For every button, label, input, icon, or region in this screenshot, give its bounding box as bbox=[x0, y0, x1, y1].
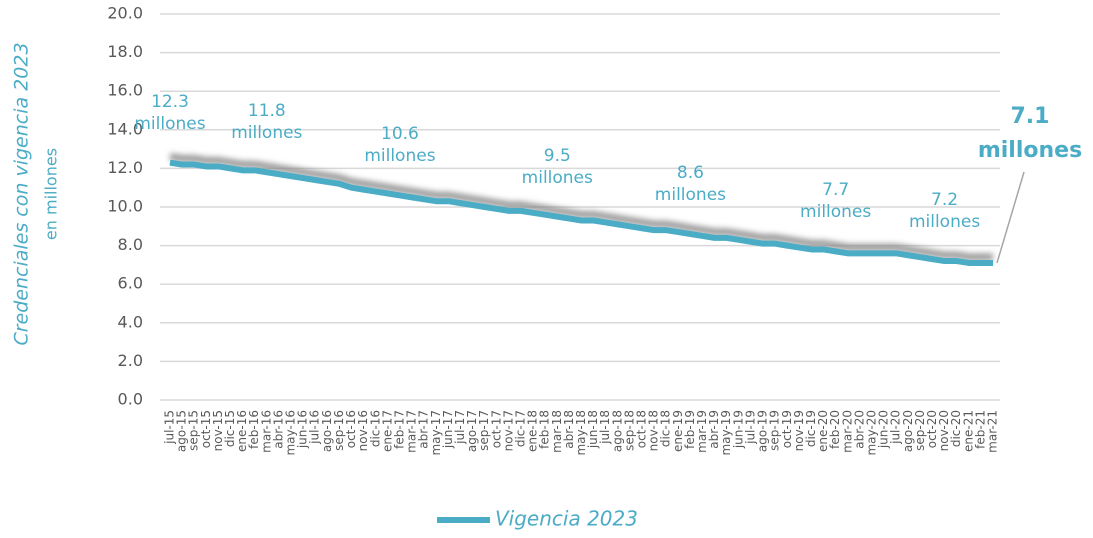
data-label: 7.2 millones bbox=[908, 190, 981, 233]
x-tick-label: dic-18 bbox=[659, 410, 673, 447]
x-tick-label: feb-17 bbox=[392, 410, 406, 449]
x-tick-label: sep-17 bbox=[477, 410, 491, 451]
x-tick-label: dic-16 bbox=[368, 410, 382, 447]
y-tick-label: 8.0 bbox=[118, 235, 143, 254]
x-tick-label: oct-19 bbox=[780, 410, 794, 448]
x-tick-label: ene-20 bbox=[816, 410, 830, 452]
x-tick-label: nov-17 bbox=[501, 410, 515, 451]
x-tick-label: may-16 bbox=[284, 410, 298, 456]
data-label: 7.1 millones bbox=[977, 104, 1083, 163]
x-tick-label: may-19 bbox=[719, 410, 733, 456]
x-tick-label: mar-16 bbox=[259, 410, 273, 453]
y-axis-title: Credenciales con vigencia 2023 bbox=[11, 42, 33, 345]
x-tick-label: ago-17 bbox=[465, 410, 479, 452]
y-tick-label: 18.0 bbox=[107, 42, 143, 61]
x-tick-label: ago-18 bbox=[610, 410, 624, 452]
x-tick-label: oct-15 bbox=[199, 410, 213, 448]
x-tick-label: jun-19 bbox=[731, 410, 745, 449]
x-tick-label: ago-15 bbox=[175, 410, 189, 452]
x-tick-label: abr-19 bbox=[707, 410, 721, 449]
x-tick-label: jul-16 bbox=[308, 410, 322, 445]
x-tick-label: ene-18 bbox=[526, 410, 540, 452]
x-tick-label: nov-15 bbox=[211, 410, 225, 451]
x-tick-label: oct-18 bbox=[635, 410, 649, 448]
x-tick-label: abr-16 bbox=[271, 410, 285, 449]
x-tick-label: jul-20 bbox=[889, 410, 903, 445]
x-tick-label: mar-17 bbox=[405, 410, 419, 453]
x-tick-label: jul-19 bbox=[743, 410, 757, 445]
y-tick-label: 14.0 bbox=[107, 119, 143, 138]
x-tick-label: ene-16 bbox=[235, 410, 249, 452]
y-tick-label: 16.0 bbox=[107, 81, 143, 100]
x-tick-label: nov-19 bbox=[792, 410, 806, 451]
y-tick-label: 4.0 bbox=[118, 312, 143, 331]
x-tick-label: may-18 bbox=[574, 410, 588, 456]
x-tick-label: feb-20 bbox=[828, 410, 842, 449]
y-tick-label: 12.0 bbox=[107, 158, 143, 177]
x-tick-label: dic-17 bbox=[513, 410, 527, 447]
x-tick-label: mar-19 bbox=[695, 410, 709, 453]
x-tick-label: jul-18 bbox=[598, 410, 612, 445]
x-tick-label: feb-21 bbox=[973, 410, 987, 449]
y-tick-label: 2.0 bbox=[118, 351, 143, 370]
x-tick-label: sep-20 bbox=[913, 410, 927, 451]
data-label: 10.6 millones bbox=[364, 124, 436, 167]
x-tick-label: oct-16 bbox=[344, 410, 358, 448]
y-tick-label: 0.0 bbox=[118, 390, 143, 409]
x-tick-label: dic-19 bbox=[804, 410, 818, 447]
x-tick-label: jun-20 bbox=[877, 410, 891, 449]
x-tick-label: may-20 bbox=[864, 410, 878, 456]
x-tick-label: feb-16 bbox=[247, 410, 261, 449]
x-tick-label: abr-18 bbox=[562, 410, 576, 449]
x-tick-label: jun-18 bbox=[586, 410, 600, 449]
x-tick-label: sep-19 bbox=[768, 410, 782, 451]
x-tick-label: jul-15 bbox=[163, 410, 177, 445]
x-tick-label: jul-17 bbox=[453, 410, 467, 445]
x-tick-label: mar-20 bbox=[840, 410, 854, 453]
x-tick-label: dic-20 bbox=[949, 410, 963, 447]
x-tick-label: oct-20 bbox=[925, 410, 939, 448]
data-label: 9.5 millones bbox=[521, 145, 593, 188]
x-tick-label: jun-16 bbox=[296, 410, 310, 449]
data-label: 11.8 millones bbox=[231, 101, 303, 144]
data-label: 12.3 millones bbox=[134, 91, 206, 134]
y-tick-label: 10.0 bbox=[107, 197, 143, 216]
x-tick-label: ene-21 bbox=[961, 410, 975, 452]
x-tick-label: jun-17 bbox=[441, 410, 455, 449]
y-tick-label: 6.0 bbox=[118, 274, 143, 293]
x-tick-label: ago-16 bbox=[320, 410, 334, 452]
data-label: 7.7 millones bbox=[800, 180, 872, 223]
x-tick-label: abr-20 bbox=[852, 410, 866, 449]
x-tick-label: feb-18 bbox=[538, 410, 552, 449]
x-tick-label: ene-19 bbox=[671, 410, 685, 452]
x-tick-label: ago-20 bbox=[901, 410, 915, 452]
x-tick-label: may-17 bbox=[429, 410, 443, 456]
x-tick-label: sep-16 bbox=[332, 410, 346, 451]
x-tick-label: feb-19 bbox=[683, 410, 697, 449]
y-axis-subtitle: en millones bbox=[42, 148, 61, 240]
x-tick-label: oct-17 bbox=[489, 410, 503, 448]
data-label: 8.6 millones bbox=[654, 163, 727, 206]
x-tick-label: nov-18 bbox=[647, 410, 661, 451]
x-tick-label: mar-21 bbox=[986, 410, 1000, 453]
x-tick-label: abr-17 bbox=[417, 410, 431, 449]
x-tick-label: nov-16 bbox=[356, 410, 370, 451]
line-shadow bbox=[169, 153, 993, 261]
x-tick-label: ago-19 bbox=[756, 410, 770, 452]
x-tick-label: nov-20 bbox=[937, 410, 951, 451]
legend-label: Vigencia 2023 bbox=[495, 507, 638, 531]
x-tick-label: sep-18 bbox=[622, 410, 636, 451]
x-tick-label: sep-15 bbox=[187, 410, 201, 451]
y-tick-label: 20.0 bbox=[107, 4, 143, 23]
series-line bbox=[169, 159, 993, 266]
x-tick-label: dic-15 bbox=[223, 410, 237, 447]
x-tick-label: mar-18 bbox=[550, 410, 564, 453]
x-tick-label: ene-17 bbox=[380, 410, 394, 452]
leader-line bbox=[996, 171, 1025, 264]
